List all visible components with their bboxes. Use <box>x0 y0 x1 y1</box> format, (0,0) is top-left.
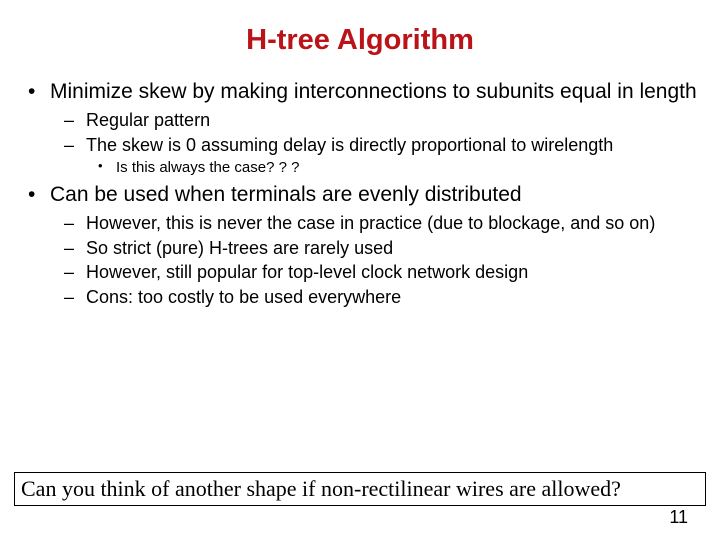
bullet-2-4-text: Cons: too costly to be used everywhere <box>86 287 401 307</box>
bullet-list-level1: Minimize skew by making interconnections… <box>20 79 700 308</box>
bullet-1: Minimize skew by making interconnections… <box>50 79 700 178</box>
bullet-2-text: Can be used when terminals are evenly di… <box>50 183 522 206</box>
bullet-2: Can be used when terminals are evenly di… <box>50 182 700 308</box>
bullet-2-1: However, this is never the case in pract… <box>86 212 700 235</box>
bullet-2-1-text: However, this is never the case in pract… <box>86 213 655 233</box>
bullet-1-text: Minimize skew by making interconnections… <box>50 80 697 103</box>
bullet-2-2: So strict (pure) H-trees are rarely used <box>86 237 700 260</box>
bullet-1-1: Regular pattern <box>86 109 700 132</box>
slide-container: H-tree Algorithm Minimize skew by making… <box>0 0 720 540</box>
footer-question-text: Can you think of another shape if non-re… <box>21 476 621 501</box>
bullet-1-2-text: The skew is 0 assuming delay is directly… <box>86 135 613 155</box>
bullet-1-2: The skew is 0 assuming delay is directly… <box>86 134 700 178</box>
bullet-2-2-text: So strict (pure) H-trees are rarely used <box>86 238 393 258</box>
bullet-2-4: Cons: too costly to be used everywhere <box>86 286 700 309</box>
bullet-2-3: However, still popular for top-level clo… <box>86 261 700 284</box>
bullet-2-sublist: However, this is never the case in pract… <box>50 212 700 308</box>
bullet-2-3-text: However, still popular for top-level clo… <box>86 262 528 282</box>
footer-question-box: Can you think of another shape if non-re… <box>14 472 706 506</box>
bullet-1-2-1-text: Is this always the case? ? ? <box>116 159 299 176</box>
slide-title: H-tree Algorithm <box>20 24 700 57</box>
page-number: 11 <box>669 507 688 528</box>
bullet-1-2-sublist: Is this always the case? ? ? <box>86 158 700 178</box>
bullet-1-1-text: Regular pattern <box>86 110 210 130</box>
bullet-1-2-1: Is this always the case? ? ? <box>116 158 700 178</box>
bullet-1-sublist: Regular pattern The skew is 0 assuming d… <box>50 109 700 178</box>
